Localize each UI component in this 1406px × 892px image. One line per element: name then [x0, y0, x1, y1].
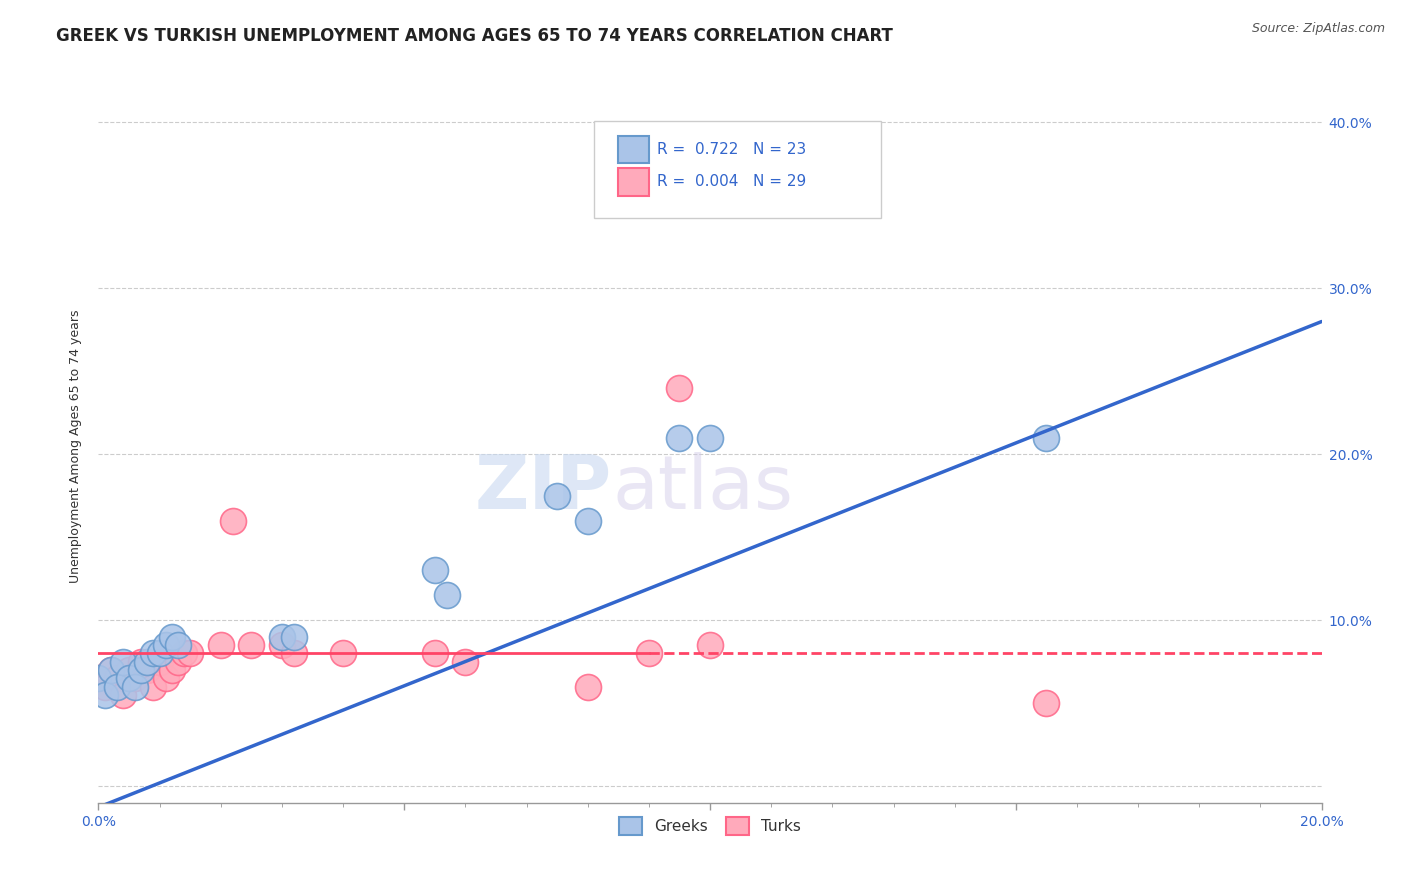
- Text: atlas: atlas: [612, 452, 793, 525]
- Text: R =  0.722   N = 23: R = 0.722 N = 23: [658, 143, 807, 157]
- Point: [160, 663, 183, 677]
- Point: [100, 663, 122, 677]
- Point: [637, 647, 661, 661]
- Point: [576, 680, 599, 694]
- Point: [111, 655, 134, 669]
- FancyBboxPatch shape: [619, 136, 648, 163]
- Point: [149, 655, 172, 669]
- Point: [1035, 431, 1057, 445]
- Text: Source: ZipAtlas.com: Source: ZipAtlas.com: [1251, 22, 1385, 36]
- Point: [668, 431, 690, 445]
- Point: [124, 671, 146, 685]
- Point: [222, 514, 245, 528]
- FancyBboxPatch shape: [593, 121, 882, 218]
- Point: [283, 630, 305, 644]
- Point: [155, 638, 177, 652]
- Point: [155, 671, 177, 685]
- Point: [436, 588, 458, 602]
- Point: [209, 638, 232, 652]
- Point: [160, 630, 183, 644]
- Text: ZIP: ZIP: [475, 452, 612, 525]
- Point: [118, 663, 141, 677]
- Point: [1035, 696, 1057, 710]
- Point: [423, 564, 446, 578]
- Point: [105, 680, 128, 694]
- Point: [699, 431, 721, 445]
- Point: [454, 655, 477, 669]
- Point: [93, 680, 115, 694]
- Point: [100, 663, 122, 677]
- Point: [105, 671, 128, 685]
- Legend: Greeks, Turks: Greeks, Turks: [613, 811, 807, 841]
- Point: [283, 647, 305, 661]
- Point: [270, 630, 292, 644]
- Point: [111, 688, 134, 702]
- Point: [167, 655, 190, 669]
- Text: GREEK VS TURKISH UNEMPLOYMENT AMONG AGES 65 TO 74 YEARS CORRELATION CHART: GREEK VS TURKISH UNEMPLOYMENT AMONG AGES…: [56, 27, 893, 45]
- Point: [124, 680, 146, 694]
- Point: [142, 647, 165, 661]
- Point: [576, 514, 599, 528]
- Point: [173, 647, 195, 661]
- Point: [129, 655, 152, 669]
- Point: [149, 647, 172, 661]
- Point: [87, 671, 110, 685]
- Point: [240, 638, 263, 652]
- Point: [270, 638, 292, 652]
- Point: [118, 671, 141, 685]
- Text: R =  0.004   N = 29: R = 0.004 N = 29: [658, 175, 807, 189]
- Point: [167, 638, 190, 652]
- Point: [332, 647, 354, 661]
- Point: [423, 647, 446, 661]
- Point: [546, 489, 568, 503]
- Point: [87, 671, 110, 685]
- Point: [93, 688, 115, 702]
- Point: [699, 638, 721, 652]
- Point: [179, 647, 201, 661]
- Y-axis label: Unemployment Among Ages 65 to 74 years: Unemployment Among Ages 65 to 74 years: [69, 310, 83, 582]
- Point: [136, 663, 159, 677]
- Point: [668, 381, 690, 395]
- Point: [136, 655, 159, 669]
- FancyBboxPatch shape: [619, 169, 648, 195]
- Point: [142, 680, 165, 694]
- Point: [129, 663, 152, 677]
